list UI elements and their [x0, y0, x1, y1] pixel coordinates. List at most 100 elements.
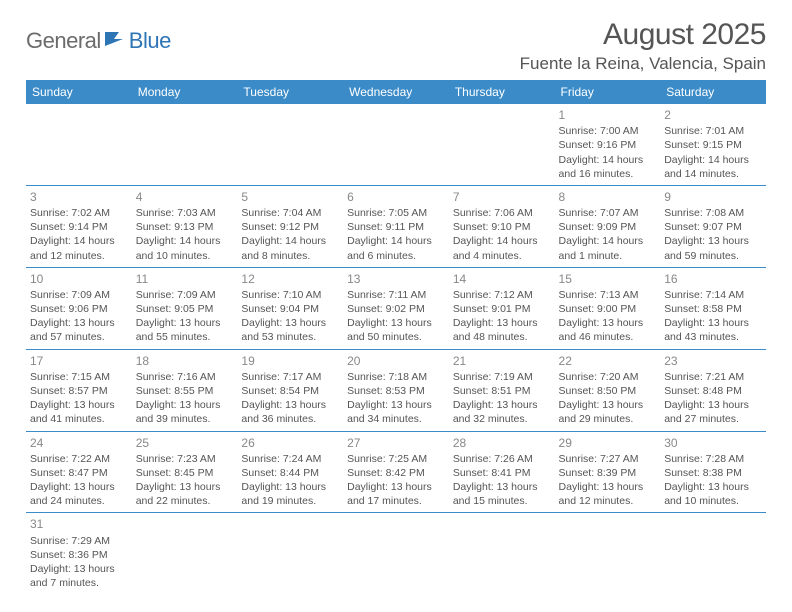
- title-block: August 2025 Fuente la Reina, Valencia, S…: [520, 18, 766, 74]
- daylight-text: Daylight: 13 hours: [241, 398, 339, 412]
- sunset-text: Sunset: 9:00 PM: [559, 302, 657, 316]
- daylight-text: Daylight: 13 hours: [136, 316, 234, 330]
- daylight-text: Daylight: 13 hours: [664, 234, 762, 248]
- daylight-text: and 10 minutes.: [136, 249, 234, 263]
- calendar-cell: [26, 104, 132, 185]
- daylight-text: and 41 minutes.: [30, 412, 128, 426]
- daylight-text: Daylight: 13 hours: [136, 398, 234, 412]
- day-header: Saturday: [660, 80, 766, 104]
- sunrise-text: Sunrise: 7:17 AM: [241, 370, 339, 384]
- sunset-text: Sunset: 9:10 PM: [453, 220, 551, 234]
- sunset-text: Sunset: 9:09 PM: [559, 220, 657, 234]
- sunset-text: Sunset: 9:05 PM: [136, 302, 234, 316]
- calendar-cell: 27Sunrise: 7:25 AMSunset: 8:42 PMDayligh…: [343, 431, 449, 513]
- daylight-text: and 7 minutes.: [30, 576, 128, 590]
- daylight-text: Daylight: 13 hours: [30, 562, 128, 576]
- daylight-text: Daylight: 13 hours: [136, 480, 234, 494]
- sunset-text: Sunset: 9:04 PM: [241, 302, 339, 316]
- sunrise-text: Sunrise: 7:05 AM: [347, 206, 445, 220]
- calendar-page: General Blue August 2025 Fuente la Reina…: [0, 0, 792, 604]
- sunrise-text: Sunrise: 7:20 AM: [559, 370, 657, 384]
- calendar-cell: [449, 104, 555, 185]
- daylight-text: and 1 minute.: [559, 249, 657, 263]
- day-header: Tuesday: [237, 80, 343, 104]
- sunset-text: Sunset: 8:36 PM: [30, 548, 128, 562]
- daylight-text: and 36 minutes.: [241, 412, 339, 426]
- calendar-cell: 31Sunrise: 7:29 AMSunset: 8:36 PMDayligh…: [26, 513, 132, 594]
- logo-text-blue: Blue: [129, 28, 171, 54]
- sunrise-text: Sunrise: 7:11 AM: [347, 288, 445, 302]
- logo: General Blue: [26, 28, 171, 54]
- sunrise-text: Sunrise: 7:14 AM: [664, 288, 762, 302]
- day-number: 11: [136, 271, 234, 287]
- calendar-row: 17Sunrise: 7:15 AMSunset: 8:57 PMDayligh…: [26, 349, 766, 431]
- sunrise-text: Sunrise: 7:01 AM: [664, 124, 762, 138]
- calendar-row: 24Sunrise: 7:22 AMSunset: 8:47 PMDayligh…: [26, 431, 766, 513]
- sunrise-text: Sunrise: 7:28 AM: [664, 452, 762, 466]
- daylight-text: and 19 minutes.: [241, 494, 339, 508]
- day-number: 21: [453, 353, 551, 369]
- daylight-text: Daylight: 14 hours: [241, 234, 339, 248]
- header: General Blue August 2025 Fuente la Reina…: [26, 18, 766, 74]
- daylight-text: and 43 minutes.: [664, 330, 762, 344]
- calendar-row: 10Sunrise: 7:09 AMSunset: 9:06 PMDayligh…: [26, 267, 766, 349]
- sunset-text: Sunset: 8:48 PM: [664, 384, 762, 398]
- day-number: 24: [30, 435, 128, 451]
- calendar-cell: [237, 104, 343, 185]
- day-number: 14: [453, 271, 551, 287]
- day-number: 26: [241, 435, 339, 451]
- day-number: 30: [664, 435, 762, 451]
- day-header: Friday: [555, 80, 661, 104]
- calendar-body: 1Sunrise: 7:00 AMSunset: 9:16 PMDaylight…: [26, 104, 766, 594]
- sunrise-text: Sunrise: 7:16 AM: [136, 370, 234, 384]
- sunrise-text: Sunrise: 7:03 AM: [136, 206, 234, 220]
- sunrise-text: Sunrise: 7:26 AM: [453, 452, 551, 466]
- sunrise-text: Sunrise: 7:15 AM: [30, 370, 128, 384]
- calendar-cell: 21Sunrise: 7:19 AMSunset: 8:51 PMDayligh…: [449, 349, 555, 431]
- sunset-text: Sunset: 8:57 PM: [30, 384, 128, 398]
- calendar-cell: 26Sunrise: 7:24 AMSunset: 8:44 PMDayligh…: [237, 431, 343, 513]
- day-header: Wednesday: [343, 80, 449, 104]
- day-number: 20: [347, 353, 445, 369]
- daylight-text: Daylight: 13 hours: [664, 398, 762, 412]
- sunrise-text: Sunrise: 7:04 AM: [241, 206, 339, 220]
- sunset-text: Sunset: 9:16 PM: [559, 138, 657, 152]
- daylight-text: and 46 minutes.: [559, 330, 657, 344]
- daylight-text: Daylight: 13 hours: [559, 398, 657, 412]
- daylight-text: Daylight: 13 hours: [453, 316, 551, 330]
- sunset-text: Sunset: 8:55 PM: [136, 384, 234, 398]
- sunset-text: Sunset: 8:50 PM: [559, 384, 657, 398]
- calendar-cell: 11Sunrise: 7:09 AMSunset: 9:05 PMDayligh…: [132, 267, 238, 349]
- calendar-cell: [555, 513, 661, 594]
- day-number: 15: [559, 271, 657, 287]
- daylight-text: and 8 minutes.: [241, 249, 339, 263]
- sunrise-text: Sunrise: 7:22 AM: [30, 452, 128, 466]
- calendar-cell: 25Sunrise: 7:23 AMSunset: 8:45 PMDayligh…: [132, 431, 238, 513]
- day-number: 25: [136, 435, 234, 451]
- day-number: 31: [30, 516, 128, 532]
- sunrise-text: Sunrise: 7:10 AM: [241, 288, 339, 302]
- calendar-row: 1Sunrise: 7:00 AMSunset: 9:16 PMDaylight…: [26, 104, 766, 185]
- calendar-cell: 1Sunrise: 7:00 AMSunset: 9:16 PMDaylight…: [555, 104, 661, 185]
- daylight-text: and 27 minutes.: [664, 412, 762, 426]
- calendar-cell: 10Sunrise: 7:09 AMSunset: 9:06 PMDayligh…: [26, 267, 132, 349]
- calendar-cell: 15Sunrise: 7:13 AMSunset: 9:00 PMDayligh…: [555, 267, 661, 349]
- calendar-cell: 9Sunrise: 7:08 AMSunset: 9:07 PMDaylight…: [660, 185, 766, 267]
- day-number: 13: [347, 271, 445, 287]
- day-number: 1: [559, 107, 657, 123]
- calendar-cell: 6Sunrise: 7:05 AMSunset: 9:11 PMDaylight…: [343, 185, 449, 267]
- day-header: Thursday: [449, 80, 555, 104]
- calendar-row: 3Sunrise: 7:02 AMSunset: 9:14 PMDaylight…: [26, 185, 766, 267]
- daylight-text: and 32 minutes.: [453, 412, 551, 426]
- daylight-text: Daylight: 14 hours: [664, 153, 762, 167]
- day-number: 22: [559, 353, 657, 369]
- day-number: 16: [664, 271, 762, 287]
- calendar-cell: 17Sunrise: 7:15 AMSunset: 8:57 PMDayligh…: [26, 349, 132, 431]
- sunset-text: Sunset: 9:15 PM: [664, 138, 762, 152]
- day-number: 2: [664, 107, 762, 123]
- daylight-text: and 48 minutes.: [453, 330, 551, 344]
- location: Fuente la Reina, Valencia, Spain: [520, 54, 766, 74]
- daylight-text: Daylight: 13 hours: [347, 398, 445, 412]
- sunset-text: Sunset: 9:14 PM: [30, 220, 128, 234]
- daylight-text: Daylight: 13 hours: [347, 316, 445, 330]
